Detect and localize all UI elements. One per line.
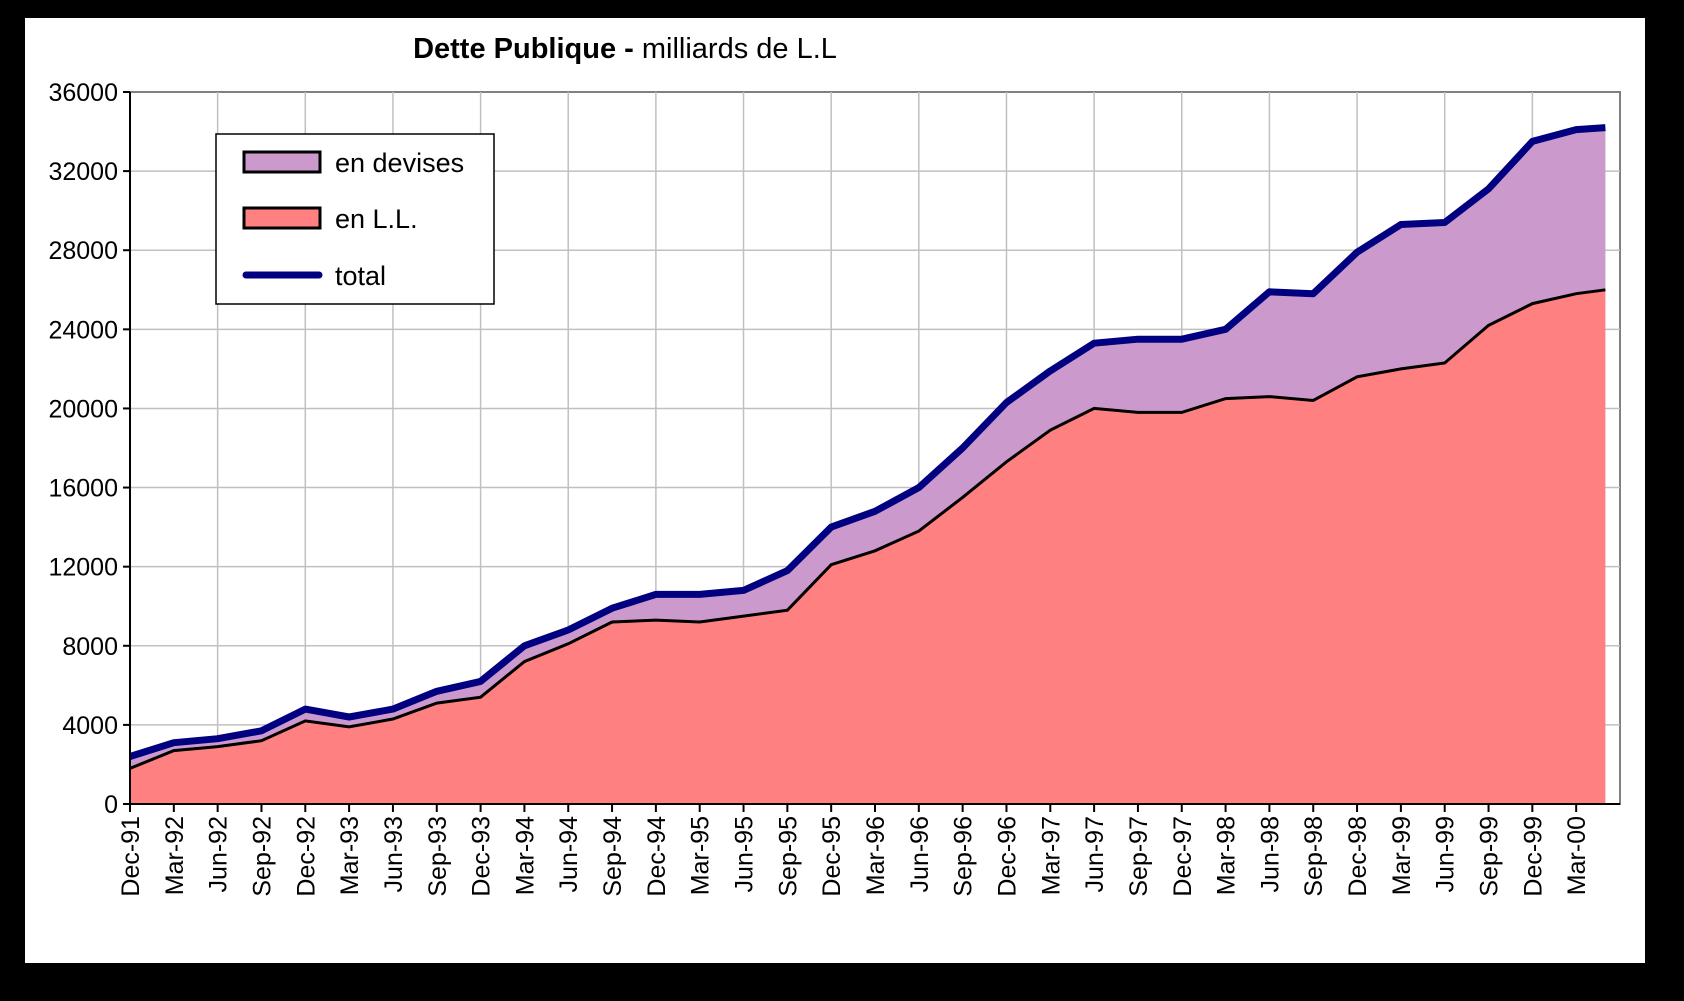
legend-swatch-en-ll [242, 206, 322, 230]
legend-label-total: total [335, 261, 386, 291]
x-tick-label: Sep-97 [1125, 816, 1153, 897]
y-tick-label: 0 [104, 791, 118, 819]
x-tick-label: Dec-98 [1344, 816, 1372, 897]
title-subtitle: milliards de L.L [642, 33, 837, 65]
x-tick-label: Jun-92 [205, 816, 233, 892]
legend-label-en-devises: en devises [335, 148, 464, 178]
x-tick-label: Mar-98 [1213, 816, 1241, 895]
x-tick-label: Sep-99 [1476, 816, 1504, 897]
x-tick-label: Dec-99 [1519, 816, 1547, 897]
x-tick-label: Mar-92 [161, 816, 189, 895]
x-tick-label: Dec-92 [292, 816, 320, 897]
x-tick-label: Dec-97 [1169, 816, 1197, 897]
x-tick-label: Sep-92 [248, 816, 276, 897]
x-tick-label: Dec-96 [993, 816, 1021, 897]
x-tick-label: Mar-99 [1388, 816, 1416, 895]
legend-label-en-ll: en L.L. [335, 204, 418, 234]
y-tick-label: 12000 [48, 554, 118, 582]
x-tick-label: Mar-94 [511, 816, 539, 895]
y-tick-label: 32000 [48, 158, 118, 186]
x-tick-label: Sep-93 [424, 816, 452, 897]
x-axis-ticks: Dec-91 Mar-92 Jun-92 Sep-92 Dec-92 Mar-93 Jun-… [117, 804, 1591, 897]
x-tick-label: Jun-95 [731, 816, 759, 892]
legend-swatch-en-devises [242, 150, 322, 174]
line-total [128, 124, 1606, 760]
y-tick-label: 8000 [62, 633, 118, 661]
x-tick-label: Sep-94 [599, 816, 627, 897]
y-tick-label: 28000 [48, 237, 118, 265]
line-en-ll-edge [129, 288, 1606, 770]
x-tick-label: Jun-98 [1256, 816, 1284, 892]
x-tick-label: Mar-97 [1037, 816, 1065, 895]
chart-canvas: Dette Publique - milliards de L.L 0 4000 8… [25, 18, 1645, 963]
y-tick-label: 36000 [48, 79, 118, 107]
y-tick-label: 16000 [48, 475, 118, 503]
x-tick-label: Jun-93 [380, 816, 408, 892]
x-tick-label: Dec-94 [643, 816, 671, 897]
x-tick-label: Jun-94 [555, 816, 583, 893]
x-tick-label: Sep-95 [774, 816, 802, 897]
area-en-ll [130, 289, 1606, 804]
chart: Dette Publique - milliards de L.L 0 4000 8… [48, 33, 1621, 897]
y-tick-label: 24000 [48, 316, 118, 344]
x-tick-label: Dec-91 [117, 816, 145, 897]
x-tick-label: Mar-00 [1563, 816, 1591, 895]
x-tick-label: Mar-93 [336, 816, 364, 895]
title-main: Dette Publique [413, 33, 616, 65]
x-tick-label: Mar-95 [687, 816, 715, 895]
legend: en devises en L.L. total [215, 133, 495, 305]
x-tick-label: Mar-96 [862, 816, 890, 895]
x-tick-label: Dec-95 [818, 816, 846, 897]
y-axis-ticks: 0 4000 8000 12000 16000 20000 24000 28000 32000 3… [48, 79, 130, 819]
y-tick-label: 20000 [48, 395, 118, 423]
x-tick-label: Jun-99 [1432, 816, 1460, 892]
y-tick-label: 4000 [62, 712, 118, 740]
x-tick-label: Jun-97 [1081, 816, 1109, 892]
chart-title: Dette Publique - milliards de L.L [413, 33, 837, 65]
x-tick-label: Jun-96 [906, 816, 934, 892]
x-tick-label: Sep-98 [1300, 816, 1328, 897]
x-tick-label: Sep-96 [950, 816, 978, 897]
title-separator: - [616, 33, 642, 65]
x-tick-label: Dec-93 [468, 816, 496, 897]
